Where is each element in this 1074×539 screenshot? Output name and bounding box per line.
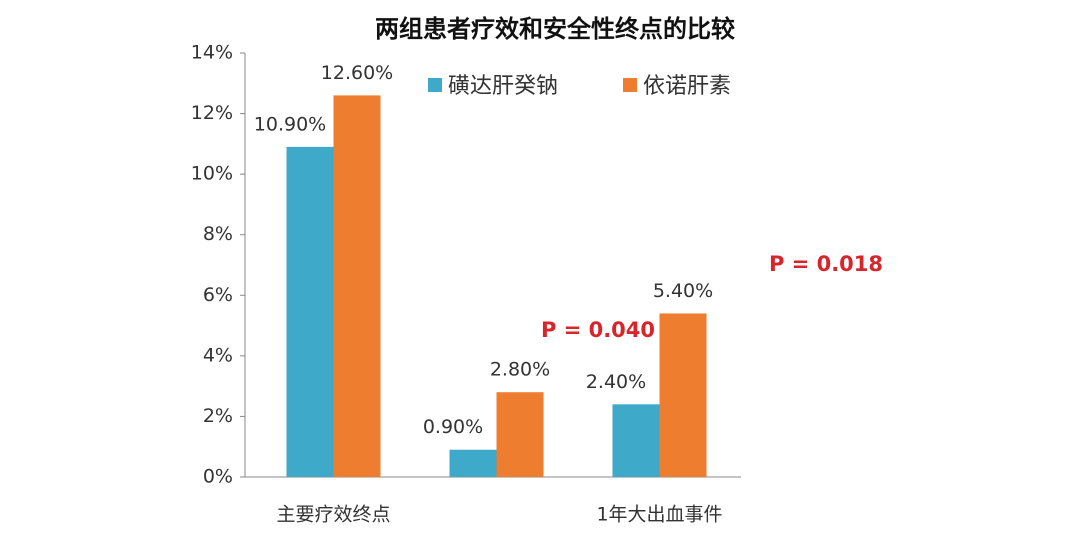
y-tick-label: 10% [191,163,233,185]
chart-title: 两组患者疗效和安全性终点的比较 [375,15,735,43]
y-tick-label: 14% [191,42,233,64]
legend-label: 磺达肝癸钠 [448,74,558,99]
value-label: 2.80% [490,359,550,381]
y-tick-label: 0% [203,466,233,488]
x-tick-label: 主要疗效终点 [276,504,390,526]
y-tick-label: 12% [191,102,233,124]
value-label: 12.60% [321,62,393,84]
legend-swatch [428,78,442,92]
bar [449,449,497,477]
bar [612,404,660,477]
x-tick-label: 1年大出血事件 [596,504,722,526]
bar [286,146,334,477]
value-label: 2.40% [586,371,646,393]
y-tick-label: 4% [203,344,233,366]
legend-swatch [623,78,637,92]
annotation: P = 0.018 [769,252,883,276]
value-label: 5.40% [653,280,713,302]
legend-label: 依诺肝素 [643,74,731,99]
y-tick-label: 2% [203,405,233,427]
value-label: 10.90% [254,113,326,135]
annotation: P = 0.040 [541,318,655,342]
bar [496,392,544,477]
value-label: 0.90% [423,416,483,438]
bar [333,95,381,478]
y-tick-label: 6% [203,284,233,306]
bar [659,313,707,477]
y-tick-label: 8% [203,223,233,245]
